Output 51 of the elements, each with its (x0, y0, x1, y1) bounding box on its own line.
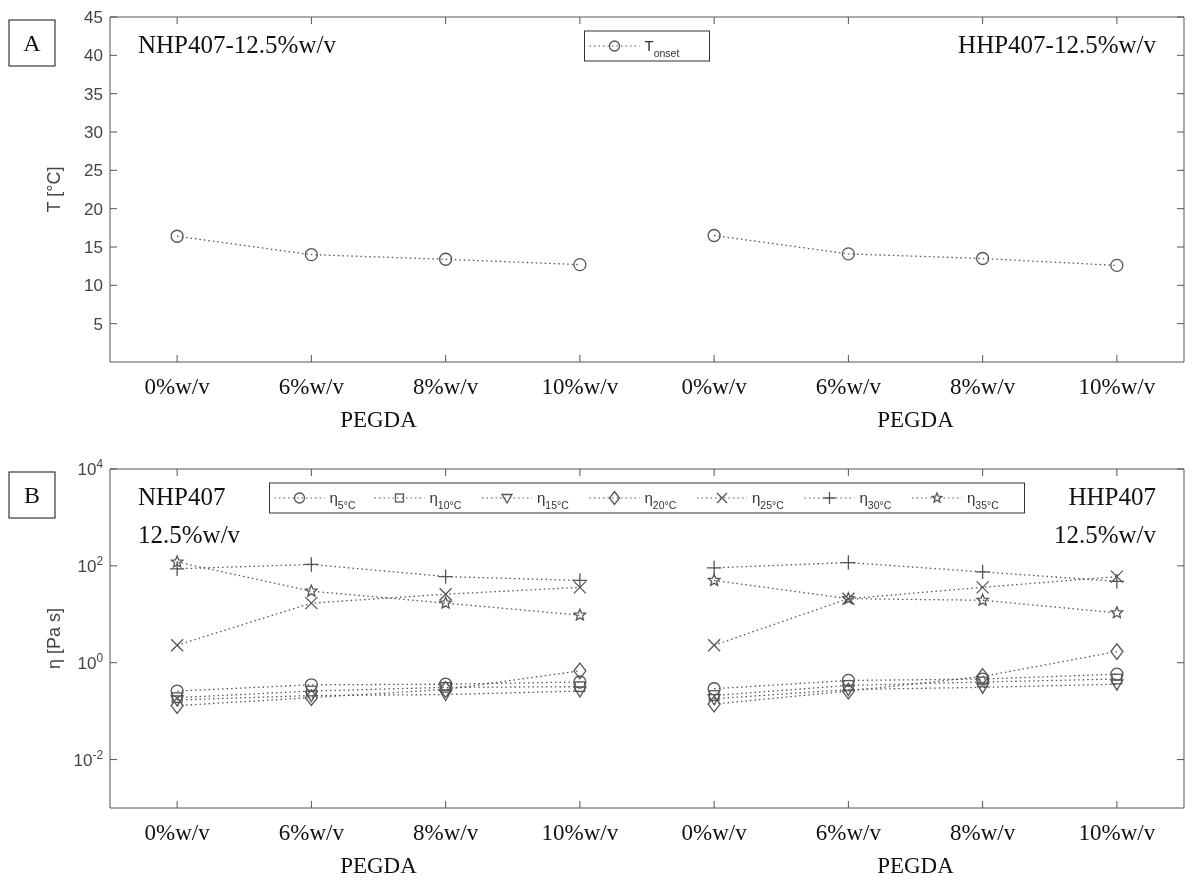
y-tick-label: 10 (84, 276, 103, 296)
y-tick-label: 10$^{0}$ (77, 650, 104, 673)
legend-label: T$_{onset}$ (644, 37, 680, 59)
annotation: NHP407 (138, 483, 226, 510)
x-tick-label: 6%w/v (815, 374, 882, 400)
x-axis-title: PEGDA (877, 853, 955, 879)
legend-label: η$_{25°C}$ (752, 489, 785, 511)
legend-label: η$_{35°C}$ (967, 489, 1000, 511)
x-tick-label: 6%w/v (815, 820, 882, 846)
legend-label: η$_{30°C}$ (859, 489, 892, 511)
x-tick-label: 6%w/v (278, 374, 345, 400)
annotation: 12.5%w/v (1053, 521, 1157, 548)
x-tick-label: 0%w/v (144, 374, 211, 400)
y-tick-label: 20 (84, 199, 103, 219)
x-tick-label: 8%w/v (413, 820, 479, 846)
y-tick-label: 25 (84, 161, 103, 181)
y-axis-title: η [Pa s] (44, 607, 64, 670)
legend-label: η$_{20°C}$ (644, 489, 677, 511)
x-tick-label: 8%w/v (950, 820, 1016, 846)
y-tick-label: 40 (84, 46, 103, 66)
y-tick-label: 10$^{2}$ (77, 553, 104, 576)
y-tick-label: 15 (84, 237, 103, 257)
annotation: HHP407-12.5%w/v (958, 31, 1157, 58)
annotation: HHP407 (1068, 483, 1156, 510)
x-tick-label: 0%w/v (144, 820, 211, 846)
annotation: NHP407-12.5%w/v (138, 31, 337, 58)
y-axis-title: T [°C] (44, 166, 64, 213)
x-tick-label: 0%w/v (681, 820, 748, 846)
x-tick-label: 10%w/v (1078, 374, 1156, 400)
x-tick-label: 0%w/v (681, 374, 748, 400)
legend-label: η$_{5°C}$ (329, 489, 356, 511)
y-tick-label: 10$^{4}$ (77, 456, 104, 479)
y-tick-label: 5 (93, 314, 103, 334)
y-tick-label: 35 (84, 84, 103, 104)
x-tick-label: 10%w/v (541, 374, 619, 400)
text: B (23, 482, 41, 509)
x-axis-title: PEGDA (877, 407, 955, 433)
legend-label: η$_{10°C}$ (429, 489, 462, 511)
text: A (23, 30, 42, 57)
x-axis-title: PEGDA (340, 407, 418, 433)
x-tick-label: 10%w/v (541, 820, 619, 846)
x-tick-label: 10%w/v (1078, 820, 1156, 846)
y-tick-label: 45 (84, 7, 103, 27)
y-tick-label: 10$^{-2}$ (73, 747, 104, 770)
x-tick-label: 8%w/v (950, 374, 1016, 400)
x-axis-title: PEGDA (340, 853, 418, 879)
x-tick-label: 8%w/v (413, 374, 479, 400)
legend-label: η$_{15°C}$ (537, 489, 570, 511)
annotation: 12.5%w/v (138, 521, 241, 548)
x-tick-label: 6%w/v (278, 820, 345, 846)
y-tick-label: 30 (84, 122, 103, 142)
